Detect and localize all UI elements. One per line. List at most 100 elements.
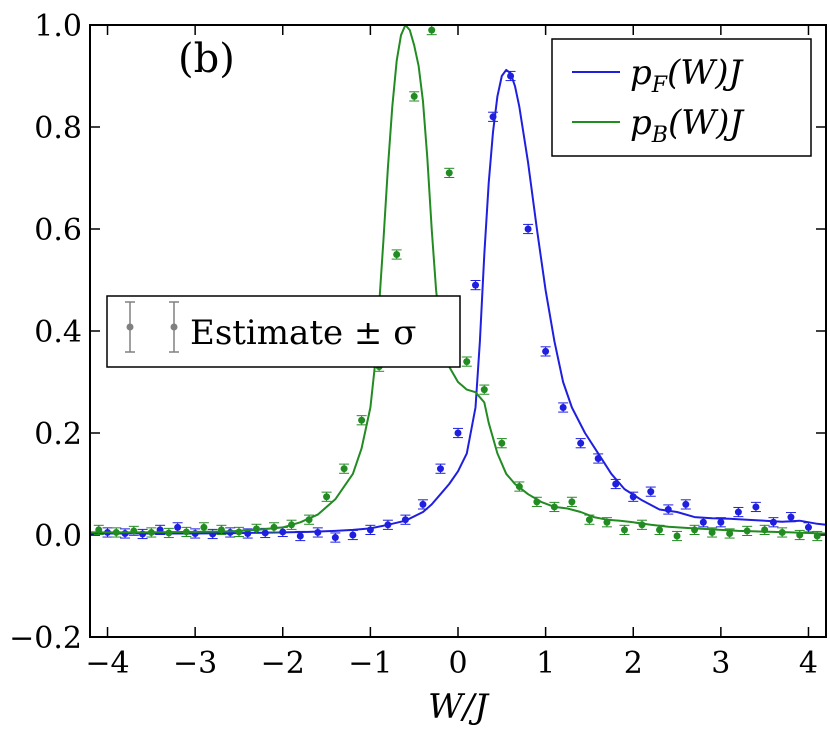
y-tick-label: 1.0: [34, 9, 82, 44]
legend-label: pB(W)J: [630, 103, 745, 148]
data-point: [270, 523, 278, 531]
data-point: [708, 528, 716, 536]
data-point: [507, 72, 515, 80]
data-point: [95, 526, 103, 534]
data-point: [384, 521, 392, 529]
data-point: [550, 503, 558, 511]
y-tick-label: 0.6: [34, 213, 82, 248]
data-point: [804, 523, 812, 531]
data-point: [787, 513, 795, 521]
data-point: [752, 503, 760, 511]
data-point: [428, 26, 436, 34]
data-point: [778, 528, 786, 536]
data-point: [480, 386, 488, 394]
y-tick-label: 0.8: [34, 111, 82, 146]
data-point: [638, 521, 646, 529]
data-point: [542, 347, 550, 355]
legend-frame: [551, 38, 812, 157]
data-point: [769, 518, 777, 526]
data-point: [393, 251, 401, 258]
data-point: [472, 281, 480, 289]
data-point: [796, 531, 804, 539]
data-point: [524, 225, 532, 233]
data-point: [252, 525, 260, 533]
data-point: [761, 526, 769, 534]
data-point: [401, 516, 409, 524]
estimate-point: [126, 323, 134, 331]
x-tick-label: 0: [448, 646, 467, 681]
data-point: [717, 518, 725, 526]
data-point: [165, 529, 173, 537]
estimate-legend-label: Estimate ± σ: [190, 313, 416, 353]
data-point: [515, 483, 523, 491]
data-point: [314, 528, 322, 536]
data-point: [217, 526, 225, 534]
data-point: [656, 526, 664, 534]
data-point: [305, 516, 313, 524]
y-tick-label: 0.0: [34, 519, 82, 554]
series-layer: [90, 24, 827, 543]
data-point: [366, 526, 374, 534]
data-point: [244, 529, 252, 537]
data-point: [121, 529, 129, 537]
data-point: [182, 528, 190, 536]
data-point: [349, 531, 357, 539]
estimate-legend: Estimate ± σ: [106, 295, 461, 368]
data-point: [200, 523, 208, 531]
series-pF: [90, 68, 827, 543]
data-point: [559, 404, 567, 411]
legend-entries: pF(W)J pB(W)J: [572, 53, 745, 148]
data-point: [436, 465, 444, 473]
data-point: [340, 465, 348, 473]
data-point: [463, 358, 471, 366]
data-point: [726, 529, 734, 537]
data-point: [112, 528, 120, 536]
estimate-markers: [125, 301, 179, 353]
data-point: [489, 113, 497, 121]
data-point: [235, 528, 243, 536]
data-point: [743, 527, 751, 535]
data-point: [445, 169, 453, 177]
data-point: [323, 493, 331, 501]
data-point: [454, 429, 462, 437]
x-tick-label: −2: [261, 646, 305, 681]
plot-frame: [89, 24, 827, 638]
data-point: [174, 523, 182, 531]
legend-label: pF(W)J: [630, 53, 745, 98]
estimate-legend-frame: [106, 295, 461, 368]
data-point: [358, 416, 366, 424]
data-point: [673, 532, 681, 540]
data-point: [734, 508, 742, 516]
data-point: [620, 526, 628, 534]
data-point: [691, 526, 699, 534]
data-point: [682, 500, 690, 508]
data-point: [577, 439, 585, 447]
data-point: [498, 439, 506, 447]
panel-label: (b): [178, 36, 235, 82]
x-tick-label: −1: [348, 646, 392, 681]
data-point: [647, 488, 655, 496]
data-point: [279, 528, 287, 536]
data-point: [612, 480, 620, 488]
data-point: [629, 493, 637, 501]
x-tick-label: 3: [711, 646, 730, 681]
data-point: [664, 506, 672, 513]
data-point: [603, 518, 611, 526]
data-point: [585, 516, 593, 524]
data-point: [226, 528, 234, 536]
x-tick-label: −3: [173, 646, 217, 681]
axis-labels-layer: −4 −3 −2 −1 0 1 2 3 4 −0.2 0.0 0.2 0.4 0.6 0.8 1.0: [9, 9, 818, 681]
data-point: [410, 92, 418, 100]
y-tick-label: 0.4: [34, 315, 82, 350]
y-tick-label: 0.2: [34, 417, 82, 452]
data-point: [130, 527, 138, 535]
data-point: [419, 500, 427, 508]
data-point: [568, 498, 576, 506]
x-tick-label: 2: [624, 646, 643, 681]
legend: pF(W)J pB(W)J: [551, 38, 812, 157]
data-point: [147, 528, 155, 536]
data-point: [533, 498, 541, 506]
x-axis-title: W/J: [428, 687, 490, 727]
x-tick-label: 4: [799, 646, 818, 681]
